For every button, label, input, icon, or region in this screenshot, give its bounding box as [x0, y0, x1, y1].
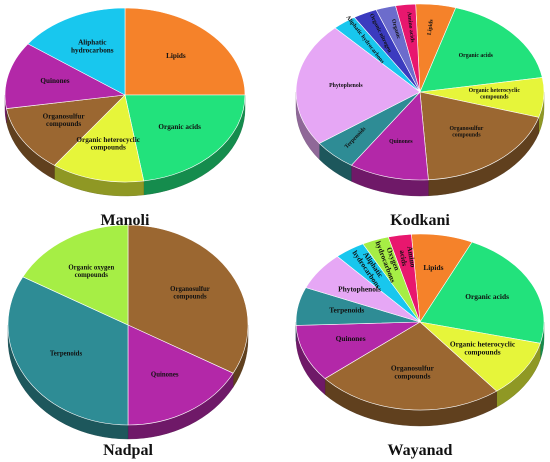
- data-label-organosulfur-compounds: Organosulfur compounds: [391, 363, 435, 380]
- pie-slice-organic-acids: [419, 7, 543, 93]
- data-label-terpenoids: Terpenoids: [50, 351, 83, 358]
- data-label-amino-acids: Amino acids: [406, 12, 416, 44]
- pie-chart-nadpal: Organosulfur compounds Quinones Terpenoids O…: [7, 224, 249, 440]
- pie-slice-organic-acids: [124, 94, 246, 182]
- data-label-lipids: Lipids: [427, 18, 435, 35]
- pie-slice-organic-acids: [419, 241, 545, 344]
- data-label-organic: Organic: [390, 19, 402, 41]
- data-label-terpenoids: Terpenoids: [329, 306, 364, 315]
- pie-chart-kodkani: Lipids Organic acids Organic heterocyclic c…: [295, 3, 545, 197]
- pie-slice-amino-acids: [395, 3, 421, 93]
- chart-title-nadpal: Nadpal: [103, 442, 153, 459]
- data-label-amino-acids: Aminoacids: [397, 245, 417, 269]
- data-label-lipids: Lipids: [423, 263, 443, 272]
- data-label-quinones: Quinones: [40, 77, 69, 85]
- pie-slice-organosulfur-compounds: [6, 94, 126, 166]
- data-label-phytophenols: Phytophenols: [329, 83, 363, 89]
- data-label-organic-heterocyclic-compounds: Organic heterocyclic compounds: [450, 340, 516, 357]
- pie-slice-aliphatic-hydrocarbons: [27, 7, 126, 96]
- data-label-quinones: Quinones: [336, 334, 366, 343]
- chart-title-manoli: Manoli: [101, 212, 150, 229]
- pie-slice-phytophenols: [295, 27, 421, 144]
- data-label-organic-heterocyclic-compounds: Organic heterocyclic compounds: [76, 136, 140, 152]
- data-label-organic-acids: Organic acids: [465, 292, 509, 301]
- data-label-phytophenols: Phytophenols: [338, 284, 381, 293]
- data-label-organic-heterocyclic-compounds: Organic heterocyclic compounds: [469, 88, 521, 100]
- pie-slice-quinones: [4, 43, 126, 109]
- data-label-organic-oxygen-compounds: Organic oxygen compounds: [68, 265, 114, 280]
- pie-slice-amino-acids: [387, 233, 421, 323]
- data-label-organosulfur-compounds: Organosulfur compounds: [43, 112, 86, 128]
- data-label-quinones: Quinones: [389, 139, 413, 145]
- pie-slice-quinones: [350, 91, 429, 181]
- data-label-organosulfur-compounds: Organosulfur compounds: [170, 286, 210, 301]
- pie-chart-wayanad: Lipids Organic acids Organic heterocyclic c…: [295, 233, 545, 427]
- pie-chart-manoli: Lipids Organic acids Organic heterocyclic c…: [4, 7, 246, 197]
- pie-slice-lipids: [124, 7, 246, 96]
- pie-slice-terpenoids: [7, 276, 129, 426]
- pie-slice-quinones: [295, 321, 422, 379]
- data-label-organic-acids: Organic acids: [459, 53, 494, 59]
- pie-slice-organosulfur-compounds: [419, 91, 540, 181]
- pie-slice-organic-heterocyclic-compounds: [53, 94, 145, 183]
- pie-slice-organosulfur-compounds: [127, 224, 249, 374]
- pie-slice-quinones: [127, 324, 234, 426]
- data-label-organic-acids: Organic acids: [158, 123, 201, 131]
- data-label-organosulfur-compounds: Organosulfur compounds: [449, 126, 483, 138]
- data-label-quinones: Quinones: [151, 372, 179, 379]
- pie-slice-organic-heterocyclic-compounds: [419, 321, 541, 392]
- data-label-lipids: Lipids: [166, 52, 186, 60]
- chart-title-wayanad: Wayanad: [388, 442, 453, 459]
- chart-title-kodkani: Kodkani: [390, 212, 450, 229]
- pie-slice-organosulfur-compounds: [324, 321, 498, 411]
- pie-slice-organic-oxygen-compounds: [22, 224, 129, 326]
